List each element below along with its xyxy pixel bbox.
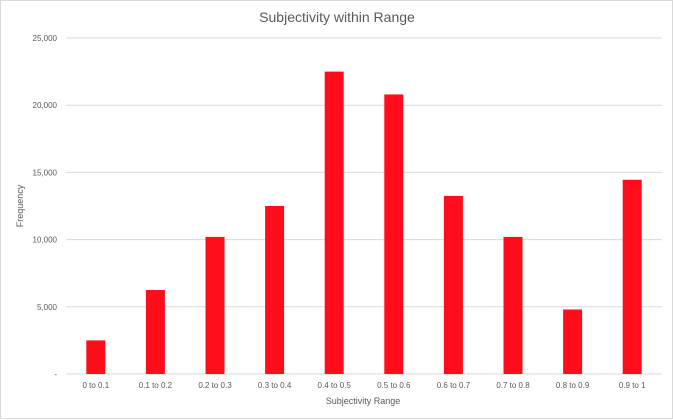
bar [324, 71, 344, 374]
bar [563, 309, 583, 374]
bar [265, 206, 285, 374]
bar [145, 290, 165, 374]
y-tick-label: 5,000 [37, 303, 58, 312]
y-axis-ticks: - 5,000 10,000 15,000 20,000 25,000 [33, 34, 58, 379]
x-tick-label: 0.6 to 0.7 [437, 381, 471, 390]
x-tick-label: 0.3 to 0.4 [258, 381, 292, 390]
x-tick-label: 0.4 to 0.5 [318, 381, 352, 390]
chart-title: Subjectivity within Range [259, 9, 415, 25]
y-axis-label: Frequency [15, 184, 25, 227]
x-axis-ticks: 0 to 0.1 0.1 to 0.2 0.2 to 0.3 0.3 to 0.4 0.… [82, 381, 646, 390]
x-tick-label: 0 to 0.1 [82, 381, 109, 390]
bar [622, 179, 642, 374]
x-tick-label: 0.9 to 1 [619, 381, 646, 390]
x-tick-label: 0.2 to 0.3 [198, 381, 232, 390]
x-tick-label: 0.1 to 0.2 [139, 381, 173, 390]
bar [205, 236, 225, 374]
bar [384, 94, 404, 374]
y-tick-label: 20,000 [33, 101, 58, 110]
gridlines [66, 37, 662, 375]
x-tick-label: 0.8 to 0.9 [556, 381, 590, 390]
bar [86, 340, 106, 374]
bars [86, 71, 642, 374]
x-tick-label: 0.7 to 0.8 [496, 381, 530, 390]
x-tick-label: 0.5 to 0.6 [377, 381, 411, 390]
y-tick-label: - [54, 370, 57, 379]
y-tick-label: 15,000 [33, 168, 58, 177]
y-tick-label: 25,000 [33, 34, 58, 43]
bar [503, 236, 523, 374]
y-tick-label: 10,000 [33, 236, 58, 245]
x-axis-label: Subjectivity Range [326, 396, 401, 406]
bar [443, 195, 463, 374]
